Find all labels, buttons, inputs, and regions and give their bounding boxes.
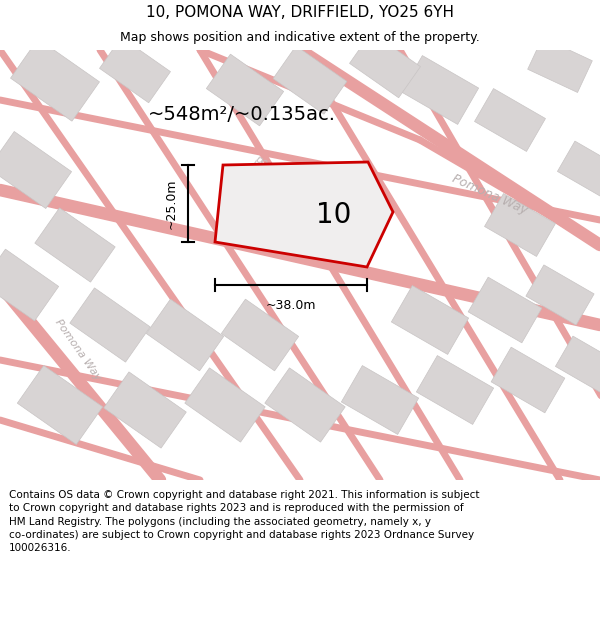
Polygon shape — [221, 299, 299, 371]
Polygon shape — [146, 299, 224, 371]
Text: Pomona Way: Pomona Way — [53, 318, 103, 382]
Text: pomona Way: pomona Way — [253, 154, 317, 196]
Polygon shape — [401, 56, 479, 124]
Polygon shape — [17, 366, 103, 444]
Polygon shape — [475, 89, 545, 151]
Polygon shape — [341, 366, 419, 434]
Text: ~25.0m: ~25.0m — [165, 178, 178, 229]
Polygon shape — [556, 336, 600, 394]
Polygon shape — [35, 208, 115, 282]
Text: Map shows position and indicative extent of the property.: Map shows position and indicative extent… — [120, 31, 480, 44]
Polygon shape — [100, 38, 170, 102]
Polygon shape — [70, 288, 150, 362]
Polygon shape — [527, 38, 592, 92]
Polygon shape — [557, 141, 600, 199]
Polygon shape — [215, 162, 393, 267]
Polygon shape — [416, 356, 494, 424]
Polygon shape — [206, 54, 284, 126]
Text: Contains OS data © Crown copyright and database right 2021. This information is : Contains OS data © Crown copyright and d… — [9, 490, 479, 553]
Polygon shape — [491, 347, 565, 413]
Polygon shape — [485, 194, 556, 256]
Polygon shape — [11, 39, 100, 121]
Text: ~38.0m: ~38.0m — [266, 299, 316, 312]
Polygon shape — [350, 32, 421, 98]
Polygon shape — [265, 368, 345, 442]
Polygon shape — [468, 277, 542, 343]
Polygon shape — [185, 368, 265, 442]
Polygon shape — [0, 131, 71, 209]
Polygon shape — [526, 265, 594, 325]
Text: Pomona Way: Pomona Way — [451, 173, 530, 218]
Polygon shape — [273, 46, 347, 114]
Polygon shape — [104, 372, 186, 448]
Text: 10, POMONA WAY, DRIFFIELD, YO25 6YH: 10, POMONA WAY, DRIFFIELD, YO25 6YH — [146, 5, 454, 20]
Text: 10: 10 — [316, 201, 351, 229]
Polygon shape — [391, 286, 469, 354]
Text: ~548m²/~0.135ac.: ~548m²/~0.135ac. — [148, 106, 336, 124]
Polygon shape — [0, 249, 59, 321]
